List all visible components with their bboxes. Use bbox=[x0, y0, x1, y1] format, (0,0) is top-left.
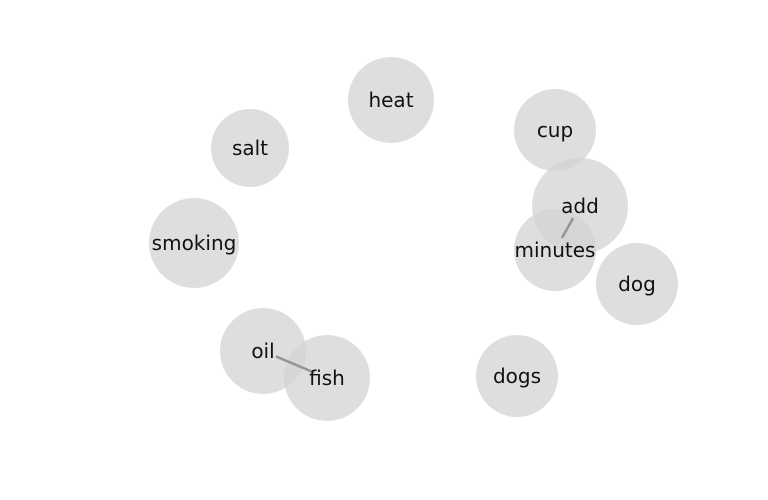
node-circle-cup bbox=[514, 89, 596, 171]
edges-layer bbox=[275, 217, 575, 374]
node-circle-minutes bbox=[514, 209, 596, 291]
node-label-dog: dog bbox=[618, 272, 656, 296]
node-label-salt: salt bbox=[232, 136, 268, 160]
node-smoking bbox=[149, 198, 239, 288]
node-label-fish: fish bbox=[309, 366, 345, 390]
node-label-heat: heat bbox=[368, 88, 413, 112]
node-circle-fish bbox=[284, 335, 370, 421]
node-fish bbox=[284, 335, 370, 421]
node-label-minutes: minutes bbox=[515, 238, 596, 262]
node-label-cup: cup bbox=[537, 118, 573, 142]
node-circle-dog bbox=[596, 243, 678, 325]
node-dogs bbox=[476, 335, 558, 417]
edge-add-minutes bbox=[560, 217, 575, 239]
node-label-dogs: dogs bbox=[493, 364, 541, 388]
nodes-layer bbox=[149, 57, 678, 421]
node-circle-dogs bbox=[476, 335, 558, 417]
node-circle-salt bbox=[211, 109, 289, 187]
edge-oil-fish bbox=[275, 355, 315, 374]
node-label-smoking: smoking bbox=[152, 231, 237, 255]
node-salt bbox=[211, 109, 289, 187]
node-cup bbox=[514, 89, 596, 171]
node-minutes bbox=[514, 209, 596, 291]
node-heat bbox=[348, 57, 434, 143]
node-label-add: add bbox=[561, 194, 599, 218]
node-dog bbox=[596, 243, 678, 325]
node-circle-smoking bbox=[149, 198, 239, 288]
node-circle-heat bbox=[348, 57, 434, 143]
node-label-oil: oil bbox=[251, 339, 274, 363]
